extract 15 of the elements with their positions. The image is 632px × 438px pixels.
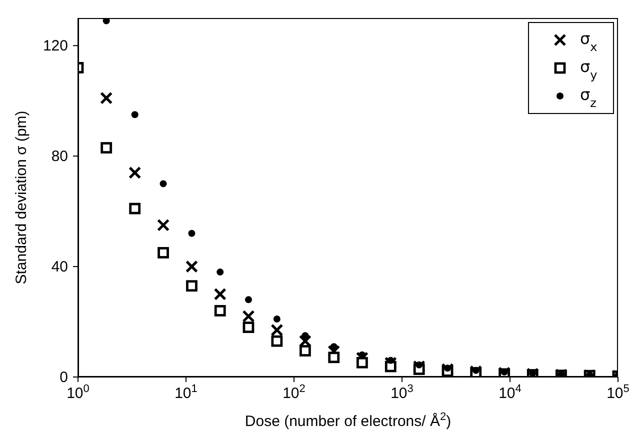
y-tick-label: 0 [60, 369, 68, 386]
x-tick-label: 10$^{1}$ [174, 383, 198, 402]
x-axis-title: Dose (number of electrons/ Å$^{2}$) [244, 411, 452, 430]
y-tick-label: 120 [42, 38, 68, 55]
legend-label: σ$_{x}$ [580, 29, 598, 54]
x-tick-label: 10$^{3}$ [390, 383, 414, 402]
legend-label: σ$_{y}$ [580, 57, 598, 82]
x-tick-label: 10$^{0}$ [66, 383, 90, 402]
x-tick-label: 10$^{5}$ [606, 383, 630, 402]
y-tick-label: 40 [51, 258, 68, 276]
x-tick-label: 10$^{2}$ [282, 383, 306, 402]
y-axis-title: Standard deviation σ (pm) [13, 110, 30, 284]
x-tick-label: 10$^{4}$ [498, 383, 522, 402]
y-tick-label: 80 [51, 148, 68, 166]
legend-label: σ$_{z}$ [580, 85, 596, 110]
